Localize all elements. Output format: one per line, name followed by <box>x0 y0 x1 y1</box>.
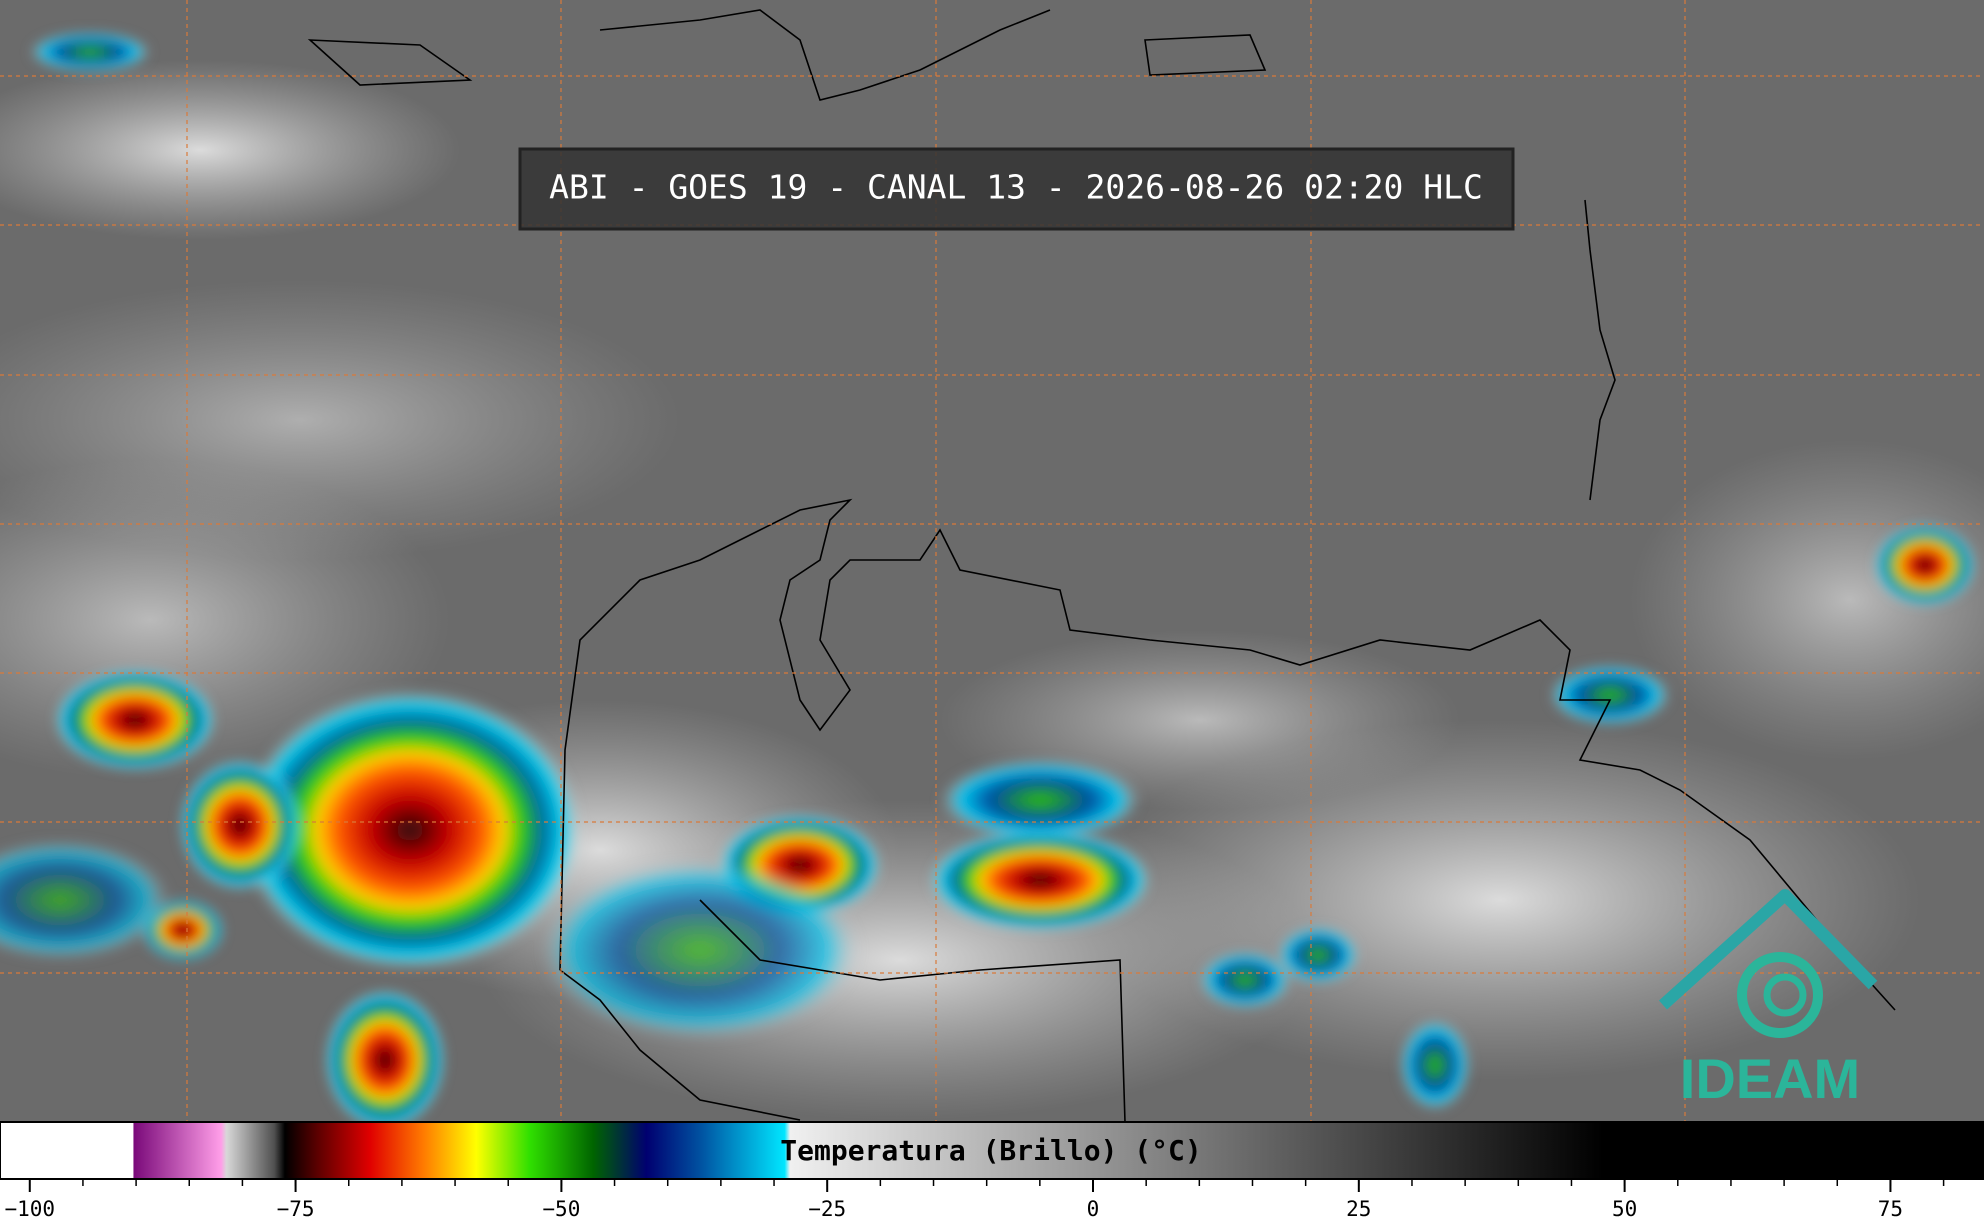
tick-label: 25 <box>1346 1197 1371 1221</box>
logo-text: IDEAM <box>1680 1047 1860 1110</box>
tick-label: 75 <box>1878 1197 1903 1221</box>
coastlines <box>307 9 1896 1123</box>
tick-label: 0 <box>1087 1197 1100 1221</box>
logo: IDEAM <box>1658 889 1878 1110</box>
tick-label: −75 <box>277 1197 315 1221</box>
tick-label: −25 <box>808 1197 846 1221</box>
colorbar: Temperatura (Brillo) (°C) −100 −75 −50 −25 0… <box>0 1121 1984 1221</box>
tick-label: −100 <box>4 1197 55 1221</box>
title-box <box>518 147 1515 231</box>
convective-cells <box>0 32 1975 1130</box>
title: ABI - GOES 19 - CANAL 13 - 2026-08-26 02… <box>549 168 1483 207</box>
colorbar-bar <box>0 1121 1984 1180</box>
tick-label: 50 <box>1612 1197 1637 1221</box>
tick-label: −50 <box>542 1197 580 1221</box>
colorbar-label: Temperatura (Brillo) (°C) <box>780 1134 1201 1167</box>
